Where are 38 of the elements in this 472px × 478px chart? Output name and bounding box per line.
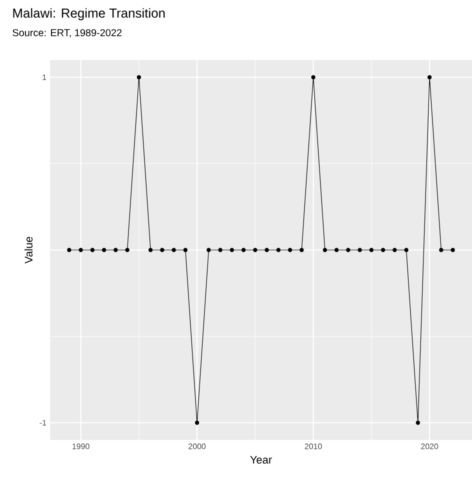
point [276, 248, 281, 252]
point [416, 420, 420, 425]
x-axis-title: Year [250, 456, 272, 464]
chart-subtitle: Source: ERT, 1989-2022 [12, 29, 122, 38]
point [404, 248, 408, 252]
point [392, 248, 397, 252]
point [136, 75, 142, 80]
point [264, 248, 269, 252]
point [67, 248, 72, 252]
point [253, 248, 258, 252]
point [172, 248, 176, 252]
point [125, 248, 130, 252]
point [311, 75, 316, 80]
point [300, 248, 304, 252]
point [78, 248, 83, 252]
point [90, 248, 95, 252]
point [183, 248, 188, 252]
point [230, 248, 234, 252]
point [206, 248, 211, 252]
point [218, 248, 222, 252]
point [334, 248, 339, 252]
point [450, 248, 455, 252]
point [369, 248, 374, 252]
point [288, 248, 292, 252]
point [346, 248, 350, 252]
point [322, 248, 328, 252]
point [380, 248, 386, 252]
y-axis-title: Value [24, 236, 33, 264]
point [160, 248, 164, 252]
chart-title: Malawi: Regime Transition [13, 8, 165, 20]
point [427, 75, 432, 80]
point [102, 248, 106, 252]
point [114, 248, 118, 252]
point [148, 248, 153, 252]
point [194, 420, 200, 425]
point [358, 248, 362, 252]
point [241, 248, 246, 252]
point [439, 248, 444, 252]
